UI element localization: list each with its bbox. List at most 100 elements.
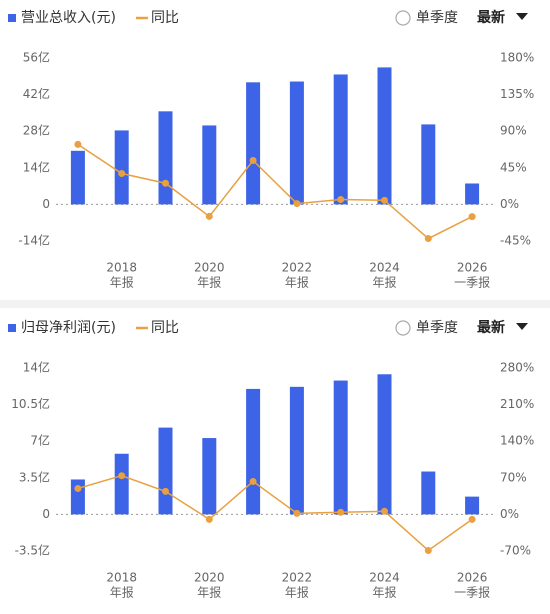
y2-tick-label: 0% xyxy=(500,197,519,211)
y-tick-label: 14亿 xyxy=(23,360,50,375)
x-tick-note: 年报 xyxy=(285,275,309,290)
sort-arrow[interactable] xyxy=(516,323,528,330)
y2-tick-label: 0% xyxy=(500,507,519,521)
bar xyxy=(377,67,392,205)
x-tick-note: 一季报 xyxy=(454,275,490,290)
legend-label[interactable]: 归母净利润(元) xyxy=(21,319,116,336)
y2-tick-label: 90% xyxy=(500,124,527,138)
toggle-label[interactable]: 单季度 xyxy=(416,320,458,336)
x-tick-label: 2020 xyxy=(194,261,225,275)
line-point xyxy=(74,484,82,492)
legend-label[interactable]: 营业总收入(元) xyxy=(21,10,116,26)
x-tick-label: 2024 xyxy=(369,571,400,585)
x-tick-note: 年报 xyxy=(197,275,221,290)
bar xyxy=(70,150,85,205)
bar xyxy=(114,453,129,515)
x-tick-label: 2020 xyxy=(194,571,225,585)
x-tick-label: 2022 xyxy=(282,571,313,585)
line-point xyxy=(293,509,301,517)
legend-label[interactable]: 同比 xyxy=(151,320,179,336)
legend-swatch xyxy=(8,14,16,22)
toggle-radio[interactable] xyxy=(395,320,411,336)
separator xyxy=(0,300,550,308)
line-point xyxy=(381,507,388,515)
line-point xyxy=(249,156,257,164)
bar xyxy=(158,111,173,205)
bar xyxy=(421,471,436,515)
x-tick-note: 年报 xyxy=(110,585,134,600)
legend-swatch xyxy=(8,324,16,332)
x-tick-note: 年报 xyxy=(285,585,309,600)
y-tick-label: 0 xyxy=(42,197,50,211)
y-tick-label: 28亿 xyxy=(23,123,50,138)
line-point xyxy=(381,196,388,204)
line-point xyxy=(424,235,432,243)
line-point xyxy=(337,508,345,516)
line-point xyxy=(337,196,345,204)
bar xyxy=(114,130,129,205)
y-tick-label: 56亿 xyxy=(23,50,50,65)
y2-tick-label: -70% xyxy=(500,544,531,558)
bar xyxy=(333,74,348,205)
line-point xyxy=(249,477,257,485)
x-tick-label: 2022 xyxy=(282,261,313,275)
bar xyxy=(465,496,480,515)
x-tick-note: 年报 xyxy=(110,275,134,290)
y-tick-label: -3.5亿 xyxy=(15,543,50,558)
line xyxy=(77,143,473,240)
y2-tick-label: 210% xyxy=(500,397,534,411)
line-point xyxy=(205,515,213,523)
y2-tick-label: 45% xyxy=(500,160,527,174)
y-tick-label: 42亿 xyxy=(23,86,50,101)
bar xyxy=(246,82,261,205)
line-point xyxy=(205,212,213,220)
line-point xyxy=(468,515,476,523)
x-tick-note: 年报 xyxy=(197,585,221,600)
y2-tick-label: 135% xyxy=(500,87,534,101)
toggle-radio[interactable] xyxy=(395,10,411,26)
sort-arrow[interactable] xyxy=(516,13,528,20)
x-tick-label: 2026 xyxy=(457,261,488,275)
y-tick-label: 10.5亿 xyxy=(11,396,50,411)
y-tick-label: 0 xyxy=(42,507,50,521)
line xyxy=(77,474,473,552)
bar xyxy=(421,124,436,205)
legend-label[interactable]: 同比 xyxy=(151,10,179,26)
y-tick-label: 14亿 xyxy=(23,159,50,174)
bar xyxy=(158,427,173,515)
y-tick-label: 3.5亿 xyxy=(19,469,50,484)
x-tick-label: 2018 xyxy=(106,571,137,585)
x-tick-note: 年报 xyxy=(372,275,396,290)
bar xyxy=(333,380,348,515)
toggle-label[interactable]: 单季度 xyxy=(416,10,458,26)
bar xyxy=(202,438,217,515)
bar xyxy=(289,81,304,205)
line-point xyxy=(118,169,126,177)
line-point xyxy=(162,487,169,495)
y2-tick-label: 280% xyxy=(500,361,534,375)
line-point xyxy=(293,200,301,208)
bar xyxy=(202,125,217,205)
sort-label[interactable]: 最新 xyxy=(477,319,505,336)
line-point xyxy=(468,213,476,221)
x-tick-label: 2024 xyxy=(369,261,400,275)
line-point xyxy=(74,140,82,148)
x-tick-note: 一季报 xyxy=(454,585,490,600)
bar xyxy=(289,386,304,515)
bar xyxy=(465,183,480,205)
y2-tick-label: 70% xyxy=(500,470,527,484)
line-point xyxy=(424,546,432,554)
x-tick-note: 年报 xyxy=(372,585,396,600)
y2-tick-label: 180% xyxy=(500,51,534,65)
y2-tick-label: 140% xyxy=(500,434,534,448)
x-tick-label: 2026 xyxy=(457,571,488,585)
bar xyxy=(70,479,85,515)
y-tick-label: 7亿 xyxy=(30,433,50,448)
bar xyxy=(246,388,261,515)
sort-label[interactable]: 最新 xyxy=(477,9,505,26)
line-point xyxy=(162,179,169,187)
x-tick-label: 2018 xyxy=(106,261,137,275)
y-tick-label: -14亿 xyxy=(18,233,50,248)
y2-tick-label: -45% xyxy=(500,234,531,248)
